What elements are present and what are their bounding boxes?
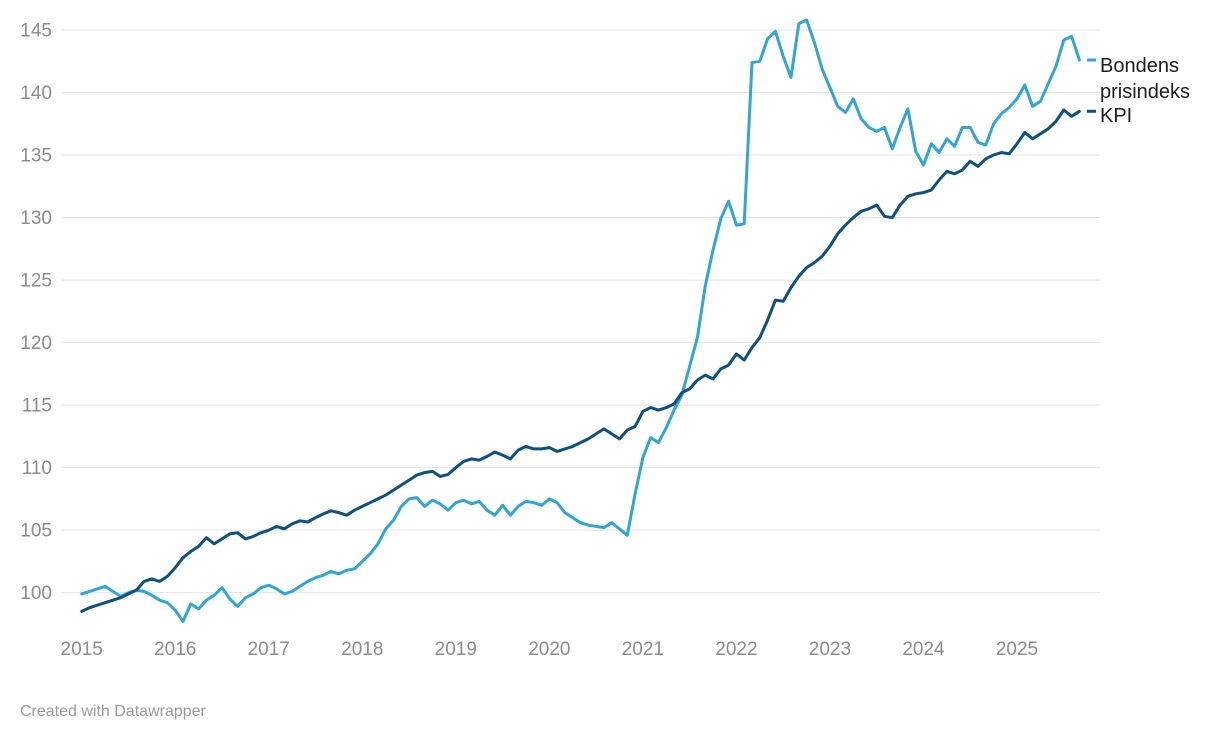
- y-axis-label-105: 105: [20, 521, 52, 542]
- y-axis-labels: 100 105 110 115 120 125 130 135 140 145: [20, 21, 52, 605]
- x-axis-label-2018: 2018: [341, 639, 383, 660]
- series-lines: [80, 18, 1081, 623]
- y-axis-label-125: 125: [20, 271, 52, 292]
- legend-label-kpi: KPI: [1100, 105, 1132, 127]
- y-axis-label-115: 115: [22, 396, 52, 417]
- y-axis-label-100: 100: [20, 583, 52, 604]
- x-axis-label-2019: 2019: [435, 639, 477, 660]
- datawrapper-attribution: Created with Datawrapper: [20, 703, 206, 720]
- x-axis-label-2022: 2022: [715, 639, 757, 660]
- y-axis-label-135: 135: [20, 146, 52, 167]
- y-axis-label-120: 120: [20, 333, 52, 354]
- gridlines: [62, 29, 1100, 594]
- x-axis-label-2025: 2025: [996, 639, 1038, 660]
- series-line-kpi: [80, 108, 1081, 613]
- x-axis-label-2021: 2021: [622, 639, 664, 660]
- x-axis-label-2015: 2015: [61, 639, 103, 660]
- x-axis-label-2016: 2016: [154, 639, 196, 660]
- x-axis-labels: 2015 2016 2017 2018 2019 2020 2021 2022 2023 2024…: [61, 639, 1039, 660]
- x-axis-label-2023: 2023: [809, 639, 851, 660]
- y-axis-label-110: 110: [22, 458, 52, 479]
- x-axis-label-2024: 2024: [902, 639, 945, 660]
- legend-label-bondens-line1: Bondens: [1100, 55, 1179, 77]
- y-axis-label-140: 140: [20, 83, 52, 104]
- y-axis-label-130: 130: [20, 208, 52, 229]
- y-axis-label-145: 145: [20, 21, 52, 42]
- x-axis-label-2020: 2020: [528, 639, 570, 660]
- legend-label-bondens-line2: prisindeks: [1100, 81, 1190, 103]
- legend: Bondens prisindeks KPI: [1087, 55, 1190, 127]
- x-axis-label-2017: 2017: [248, 639, 290, 660]
- series-line-bondens-prisindeks: [80, 18, 1081, 623]
